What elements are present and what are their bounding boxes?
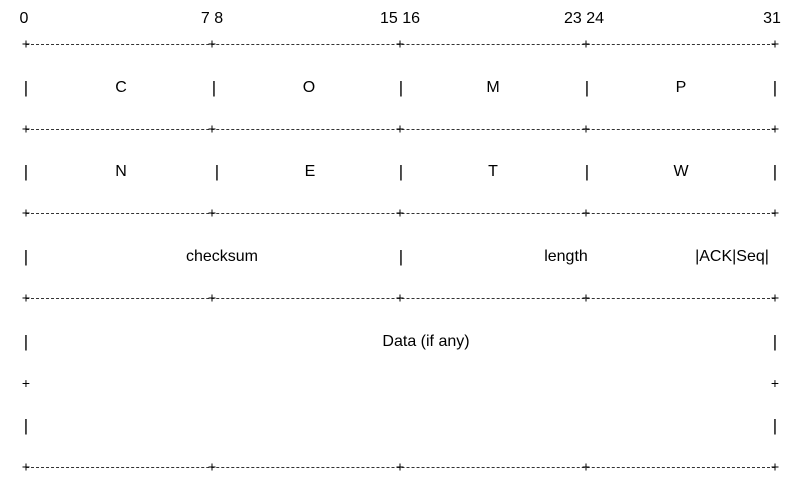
line-cross xyxy=(771,125,779,133)
line-cross xyxy=(396,125,404,133)
row2-cell-t: T xyxy=(488,163,498,180)
bit-label-15-16: 15 16 xyxy=(379,10,421,27)
row1-pipe: | xyxy=(584,78,590,97)
line-cross xyxy=(22,463,30,471)
row2-pipe: | xyxy=(772,162,778,181)
bit-label-23-24: 23 24 xyxy=(563,10,605,27)
line-cross xyxy=(208,209,216,217)
separator-line-1 xyxy=(26,129,775,130)
row1-pipe: | xyxy=(23,78,29,97)
line-cross xyxy=(771,294,779,302)
line-cross xyxy=(22,125,30,133)
line-cross xyxy=(582,125,590,133)
row2-pipe: | xyxy=(23,162,29,181)
bit-label-31: 31 xyxy=(763,10,781,27)
line-cross xyxy=(22,294,30,302)
line-cross xyxy=(771,40,779,48)
line-cross xyxy=(582,40,590,48)
row2-pipe: | xyxy=(398,162,404,181)
data-plus-marker: + xyxy=(21,375,31,391)
line-cross xyxy=(396,209,404,217)
bit-label-7-8: 7 8 xyxy=(200,10,224,27)
row1-cell-p: P xyxy=(675,79,687,96)
line-cross xyxy=(22,209,30,217)
checksum-field: checksum xyxy=(185,248,259,265)
row1-cell-c: C xyxy=(115,79,127,96)
line-cross xyxy=(208,463,216,471)
data-plus-marker: + xyxy=(770,375,780,391)
separator-line-2 xyxy=(26,213,775,214)
bit-label-0: 0 xyxy=(19,10,29,27)
data-pipe: | xyxy=(23,332,29,351)
line-cross xyxy=(582,463,590,471)
line-cross xyxy=(582,294,590,302)
length-field: length xyxy=(544,248,588,265)
row2-cell-w: W xyxy=(673,163,689,180)
data-pipe: | xyxy=(772,416,778,435)
line-cross xyxy=(771,463,779,471)
row3-pipe: | xyxy=(398,247,404,266)
line-cross xyxy=(396,463,404,471)
line-cross xyxy=(208,294,216,302)
row1-pipe: | xyxy=(772,78,778,97)
line-cross xyxy=(771,209,779,217)
row3-pipe: | xyxy=(23,247,29,266)
line-cross xyxy=(396,294,404,302)
data-pipe: | xyxy=(23,416,29,435)
line-cross xyxy=(208,40,216,48)
line-cross xyxy=(396,40,404,48)
line-cross xyxy=(22,40,30,48)
row2-pipe: | xyxy=(214,162,220,181)
row2-cell-n: N xyxy=(115,163,127,180)
data-pipe: | xyxy=(772,332,778,351)
data-field: Data (if any) xyxy=(382,333,470,350)
separator-line-bottom xyxy=(26,467,775,468)
line-cross xyxy=(208,125,216,133)
row1-cell-o: O xyxy=(302,79,316,96)
row2-cell-e: E xyxy=(304,163,316,180)
row1-cell-m: M xyxy=(486,79,500,96)
separator-line-top xyxy=(26,44,775,45)
separator-line-3 xyxy=(26,298,775,299)
ack-seq-flags: |ACK|Seq| xyxy=(695,248,769,265)
row2-pipe: | xyxy=(584,162,590,181)
row1-pipe: | xyxy=(398,78,404,97)
line-cross xyxy=(582,209,590,217)
row1-pipe: | xyxy=(211,78,217,97)
